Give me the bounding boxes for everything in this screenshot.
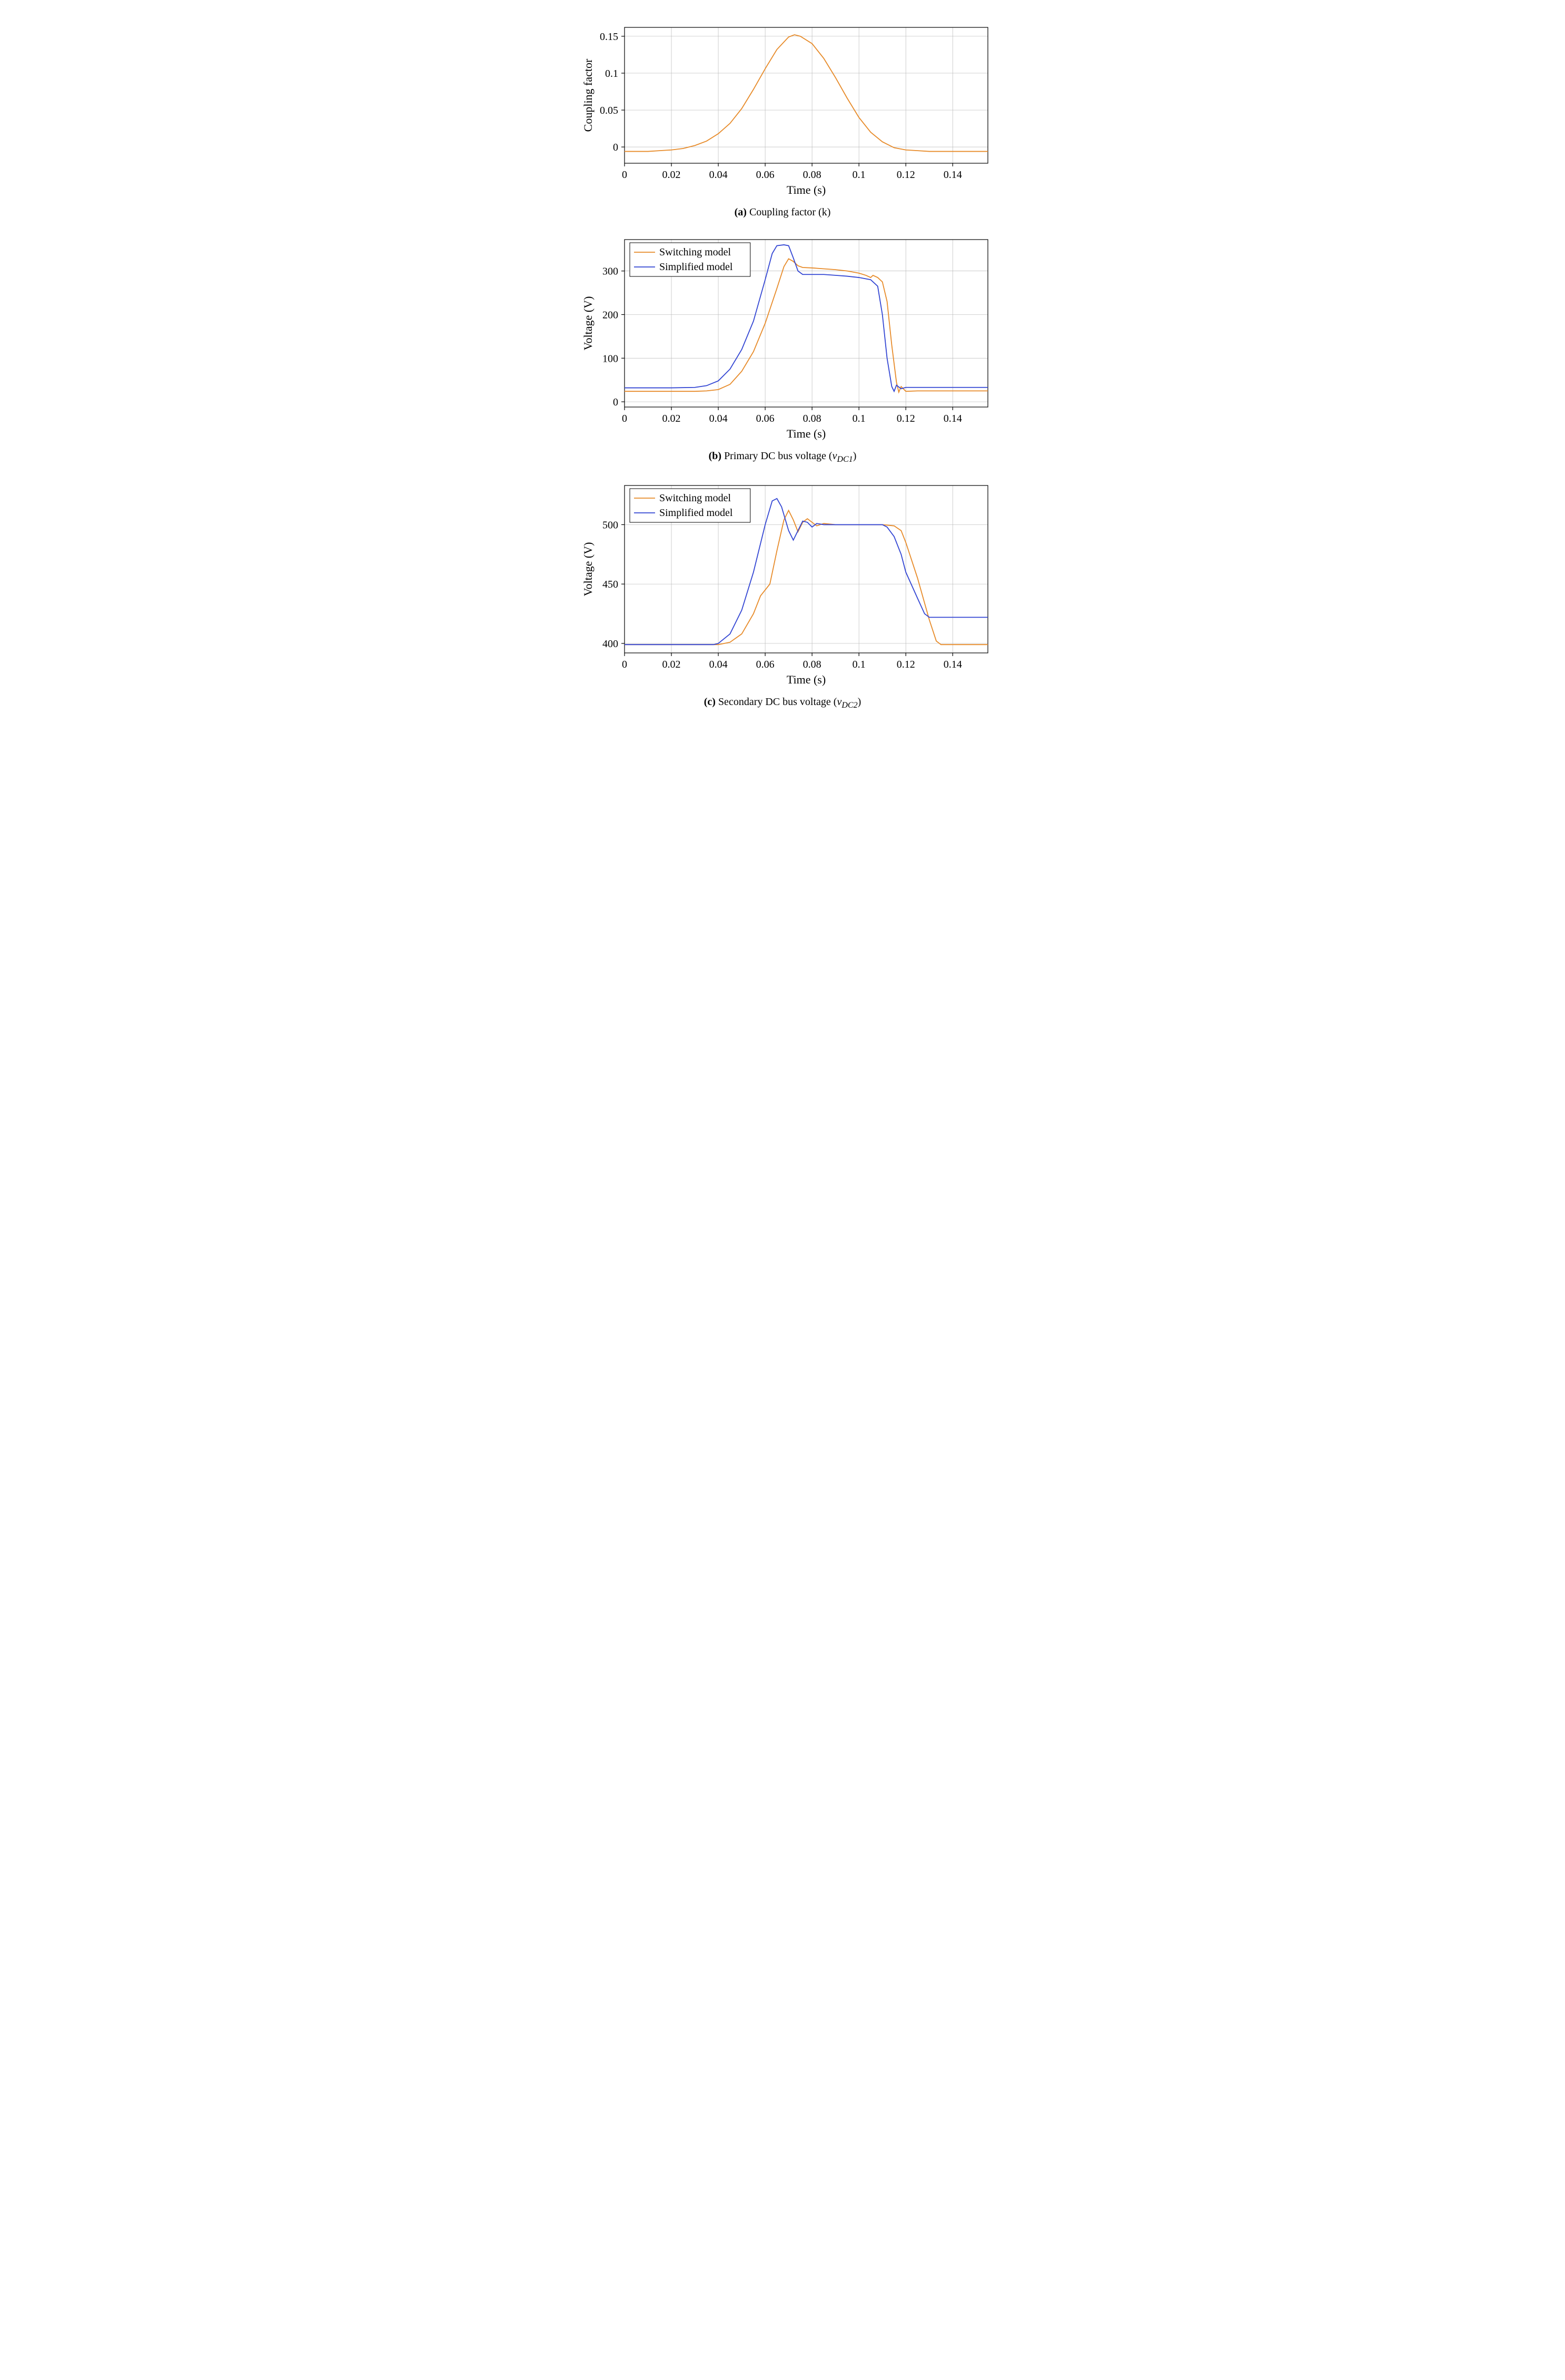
svg-text:Simplified model: Simplified model <box>659 507 733 519</box>
svg-text:0.08: 0.08 <box>803 659 821 670</box>
chart-c-caption-prefix: (c) <box>704 696 716 708</box>
svg-text:0.04: 0.04 <box>709 169 728 181</box>
chart-a-caption-prefix: (a) <box>735 206 747 218</box>
svg-text:0.14: 0.14 <box>944 413 962 424</box>
svg-text:Simplified model: Simplified model <box>659 261 733 273</box>
chart-b-caption: (b) Primary DC bus voltage (vDC1) <box>567 450 998 464</box>
svg-text:0.1: 0.1 <box>853 169 866 181</box>
svg-text:0.04: 0.04 <box>709 659 728 670</box>
svg-text:Time (s): Time (s) <box>787 427 826 440</box>
svg-text:0: 0 <box>622 169 627 181</box>
svg-text:0.02: 0.02 <box>662 169 681 181</box>
chart-c-caption-sub: DC2 <box>841 701 857 710</box>
svg-text:Voltage (V): Voltage (V) <box>581 296 595 351</box>
chart-c-caption-var: v <box>837 696 841 708</box>
svg-text:100: 100 <box>602 353 618 364</box>
svg-text:0.1: 0.1 <box>605 68 618 80</box>
svg-text:0.1: 0.1 <box>853 659 866 670</box>
svg-text:0.06: 0.06 <box>756 659 775 670</box>
chart-b-svg: 0 0.02 0.04 0.06 0.08 0.1 0.12 0.14 0 100 200 300 Ti… <box>567 233 998 444</box>
chart-a-container: 0 0.02 0.04 0.06 0.08 0.1 0.12 0.14 0 0.05 0.1 0.15… <box>567 21 998 219</box>
svg-text:500: 500 <box>602 519 618 531</box>
chart-b-container: 0 0.02 0.04 0.06 0.08 0.1 0.12 0.14 0 100 200 300 Ti… <box>567 233 998 464</box>
svg-text:0.15: 0.15 <box>600 31 618 43</box>
svg-text:0.14: 0.14 <box>944 659 962 670</box>
svg-text:0.02: 0.02 <box>662 659 681 670</box>
svg-text:0.12: 0.12 <box>897 413 915 424</box>
svg-text:0.1: 0.1 <box>853 413 866 424</box>
svg-text:0: 0 <box>622 413 627 424</box>
svg-text:0.04: 0.04 <box>709 413 728 424</box>
svg-text:0: 0 <box>613 396 618 408</box>
svg-text:0: 0 <box>622 659 627 670</box>
svg-text:Switching model: Switching model <box>659 492 731 504</box>
chart-b-caption-post: ) <box>853 450 857 462</box>
chart-c-caption-pre: Secondary DC bus voltage ( <box>716 696 837 708</box>
chart-b-caption-pre: Primary DC bus voltage ( <box>721 450 833 462</box>
svg-text:Switching model: Switching model <box>659 246 731 258</box>
svg-text:0.12: 0.12 <box>897 659 915 670</box>
svg-text:200: 200 <box>602 309 618 321</box>
chart-a-caption: (a) Coupling factor (k) <box>567 206 998 219</box>
svg-text:0.12: 0.12 <box>897 169 915 181</box>
chart-c-caption: (c) Secondary DC bus voltage (vDC2) <box>567 696 998 710</box>
svg-text:0.05: 0.05 <box>600 105 618 116</box>
chart-c-svg: 0 0.02 0.04 0.06 0.08 0.1 0.12 0.14 400 450 500 Tim… <box>567 479 998 690</box>
svg-text:Voltage (V): Voltage (V) <box>581 542 595 597</box>
svg-text:0.02: 0.02 <box>662 413 681 424</box>
svg-text:0.08: 0.08 <box>803 413 821 424</box>
svg-text:450: 450 <box>602 579 618 590</box>
svg-text:400: 400 <box>602 638 618 650</box>
svg-text:300: 300 <box>602 266 618 277</box>
svg-text:0: 0 <box>613 142 618 153</box>
svg-text:0.14: 0.14 <box>944 169 962 181</box>
chart-a-caption-text: Coupling factor (k) <box>747 206 830 218</box>
svg-text:0.08: 0.08 <box>803 169 821 181</box>
svg-text:0.06: 0.06 <box>756 413 775 424</box>
svg-text:Coupling factor: Coupling factor <box>581 58 595 132</box>
chart-c-caption-post: ) <box>858 696 861 708</box>
svg-text:0.06: 0.06 <box>756 169 775 181</box>
chart-b-caption-prefix: (b) <box>709 450 721 462</box>
chart-b-caption-sub: DC1 <box>837 455 853 464</box>
chart-c-container: 0 0.02 0.04 0.06 0.08 0.1 0.12 0.14 400 450 500 Tim… <box>567 479 998 710</box>
svg-text:Time (s): Time (s) <box>787 673 826 686</box>
svg-text:Time (s): Time (s) <box>787 183 826 196</box>
chart-a-svg: 0 0.02 0.04 0.06 0.08 0.1 0.12 0.14 0 0.05 0.1 0.15… <box>567 21 998 200</box>
